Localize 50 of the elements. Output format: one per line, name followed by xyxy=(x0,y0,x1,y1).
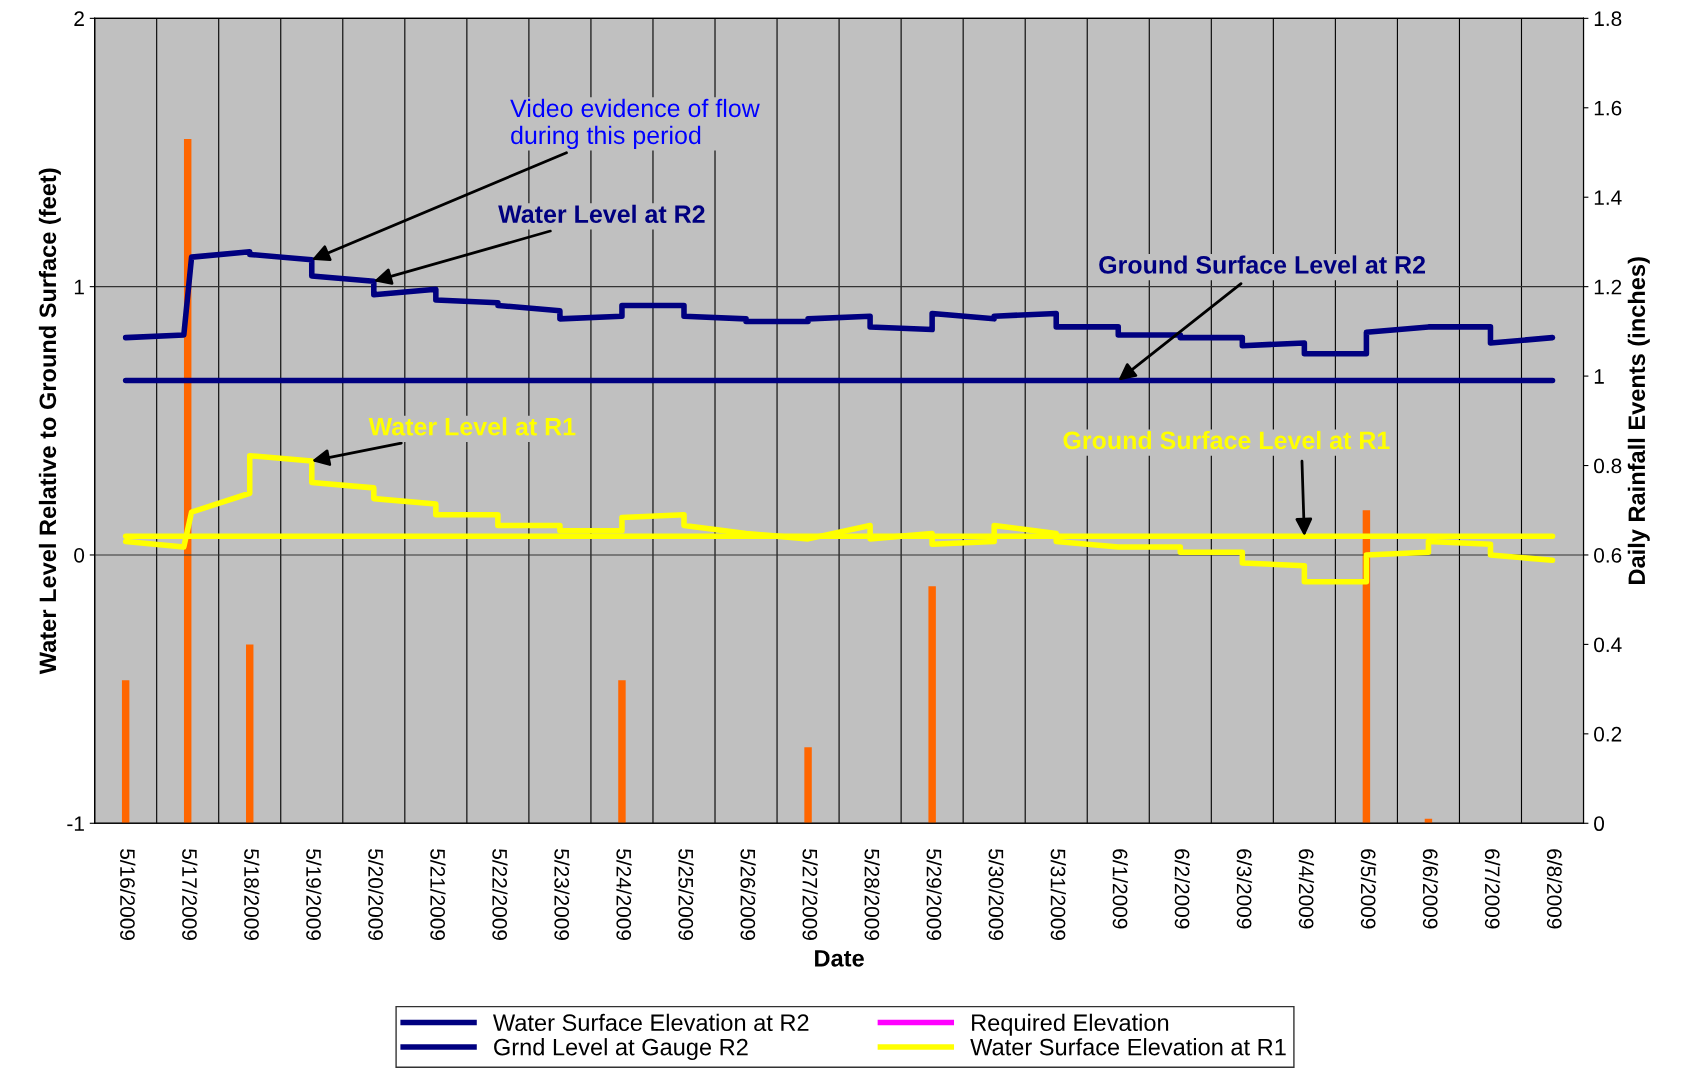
y-tick-label: 2 xyxy=(74,11,84,26)
y2-tick-label: 0.6 xyxy=(1594,547,1622,563)
y2-tick-label: 1 xyxy=(1594,369,1604,384)
y2-tick-label: 1.8 xyxy=(1594,11,1622,27)
x-tick-label: 5/26/2009 xyxy=(740,849,756,940)
x-axis-title: Date xyxy=(815,950,864,967)
x-tick-label: 5/31/2009 xyxy=(1050,849,1066,940)
y-tick-label: 0 xyxy=(74,547,85,563)
y2-tick-label: 1.6 xyxy=(1594,100,1622,116)
x-tick-label: 6/8/2009 xyxy=(1546,849,1563,929)
x-tick-label: 5/19/2009 xyxy=(306,849,322,940)
x-tick-label: 6/1/2009 xyxy=(1112,849,1128,929)
legend-label: Grnd Level at Gauge R2 xyxy=(494,1038,748,1061)
y2-tick-label: 0.8 xyxy=(1594,458,1622,474)
x-tick-label: 5/25/2009 xyxy=(678,849,694,940)
x-tick-label: 5/23/2009 xyxy=(554,849,570,940)
y-tick-label: -1 xyxy=(67,816,84,831)
y2-tick-label: 1.4 xyxy=(1594,190,1622,205)
legend-label: Water Surface Elevation at R2 xyxy=(493,1013,809,1032)
x-tick-label: 5/16/2009 xyxy=(120,849,136,940)
y2-tick-label: 1.2 xyxy=(1594,279,1622,295)
x-tick-label: 5/17/2009 xyxy=(182,849,198,940)
y2-tick-label: 0.4 xyxy=(1594,637,1622,653)
x-tick-label: 6/3/2009 xyxy=(1236,849,1253,929)
x-tick-label: 5/21/2009 xyxy=(430,849,446,940)
x-tick-label: 6/2/2009 xyxy=(1174,849,1190,929)
x-tick-label: 5/20/2009 xyxy=(368,849,384,940)
x-tick-label: 6/5/2009 xyxy=(1360,849,1377,929)
x-tick-label: 5/28/2009 xyxy=(864,849,880,940)
y-axis-title: Water Level Relative to Ground Surface (feet) xyxy=(38,168,61,675)
x-tick-label: 5/27/2009 xyxy=(802,849,818,940)
x-tick-label: 5/24/2009 xyxy=(616,849,632,940)
x-tick-label: 5/29/2009 xyxy=(926,849,942,940)
x-tick-label: 5/22/2009 xyxy=(492,849,508,940)
y2-tick-label: 0 xyxy=(1594,816,1605,832)
x-tick-label: 5/30/2009 xyxy=(988,849,1004,940)
x-tick-label: 6/7/2009 xyxy=(1484,849,1501,929)
legend-label: Required Elevation xyxy=(972,1013,1169,1036)
y2-axis-title: Daily Rainfall Events (inches) xyxy=(1627,257,1650,584)
x-tick-label: 6/4/2009 xyxy=(1298,849,1315,929)
annotation: Video evidence of flow during this period xyxy=(510,98,760,150)
annotation: Ground Surface Level at R2 xyxy=(1099,255,1426,274)
y-tick-label: 1 xyxy=(74,279,84,295)
legend-label: Water Surface Elevation at R1 xyxy=(970,1038,1286,1056)
annotation: Water Level at R1 xyxy=(368,417,576,436)
annotation: Ground Surface Level at R1 xyxy=(1063,430,1390,450)
x-tick-label: 5/18/2009 xyxy=(244,849,260,940)
y2-tick-label: 0.2 xyxy=(1594,726,1622,742)
annotation: Water Level at R2 xyxy=(498,204,705,224)
x-tick-label: 6/6/2009 xyxy=(1422,849,1439,929)
